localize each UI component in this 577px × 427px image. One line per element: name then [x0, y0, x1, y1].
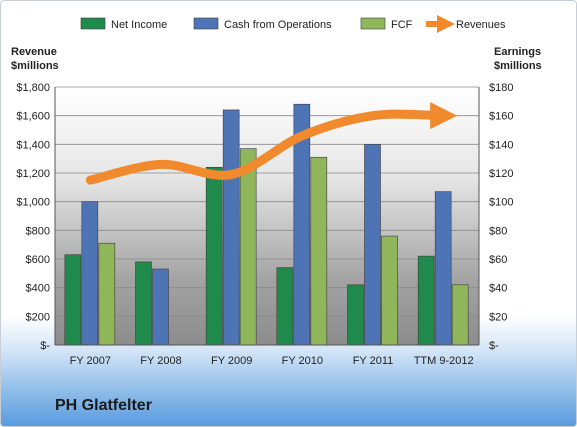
- y-right-tick-label: $20: [489, 311, 507, 323]
- y-left-tick-label: $1,800: [16, 82, 50, 94]
- y-left-tick-label: $200: [26, 311, 50, 323]
- bar-marks: [64, 103, 469, 346]
- bar-net-income-5: [417, 255, 435, 346]
- y-right-tick-label: $180: [489, 82, 513, 94]
- bar-cash-from-operations-2: [222, 109, 240, 346]
- y-left-tick-label: $1,200: [16, 168, 50, 180]
- bar-fcf-4: [381, 235, 398, 346]
- legend-revenues-label: Revenues: [456, 19, 506, 31]
- legend-cash-from-operations-label: Cash from Operations: [224, 19, 332, 31]
- y-left-tick-label: $1,600: [16, 111, 50, 123]
- y-right-tick-label: $-: [489, 340, 499, 352]
- y-right-axis-label: Earnings: [494, 46, 541, 58]
- revenue-line-path: [85, 102, 458, 185]
- bar-fcf-0: [98, 242, 116, 346]
- y-right-tick-label: $100: [489, 197, 513, 209]
- bar-net-income-1: [135, 261, 152, 346]
- bar-net-income-0: [64, 254, 82, 346]
- x-tick-label: TTM 9-2012: [414, 355, 474, 367]
- bar-net-income-4: [347, 284, 364, 346]
- axes: $- $200 $400 $600 $800 $1,000 $1,200 $1,400 $1,6…: [11, 46, 542, 367]
- y-right-tick-label: $40: [489, 283, 507, 295]
- bar-cash-from-operations-5: [434, 191, 452, 346]
- legend-fcf-label: FCF: [391, 19, 413, 31]
- y-left-axis-label: Revenue: [11, 46, 57, 58]
- bar-fcf-2: [239, 148, 257, 346]
- legend: Net Income Cash from Operations FCF Revenue…: [80, 15, 506, 33]
- legend-net-income-swatch: [80, 17, 106, 30]
- bar-cash-from-operations-4: [364, 144, 381, 346]
- x-tick-label: FY 2008: [140, 355, 181, 367]
- bar-net-income-3: [276, 267, 294, 346]
- y-left-tick-label: $-: [40, 340, 50, 352]
- y-left-tick-label: $600: [26, 254, 50, 266]
- y-right-tick-label: $60: [489, 254, 507, 266]
- bar-fcf-3: [310, 156, 328, 346]
- y-right-axis-label: $millions: [494, 60, 542, 72]
- y-left-tick-label: $800: [26, 225, 50, 237]
- revenue-line: [85, 102, 458, 185]
- x-tick-label: FY 2010: [282, 355, 323, 367]
- y-left-tick-label: $1,400: [16, 139, 50, 151]
- plot-area: [55, 87, 479, 345]
- legend-cash-from-operations-swatch: [193, 17, 219, 30]
- y-left-axis-label: $millions: [11, 60, 59, 72]
- y-right-tick-label: $140: [489, 139, 513, 151]
- y-left-tick-label: $1,000: [16, 197, 50, 209]
- y-right-tick-label: $160: [489, 111, 513, 123]
- bar-fcf-5: [451, 284, 469, 346]
- y-left-tick-label: $400: [26, 283, 50, 295]
- bar-cash-from-operations-1: [152, 268, 169, 346]
- y-right-tick-label: $120: [489, 168, 513, 180]
- x-tick-label: FY 2009: [211, 355, 252, 367]
- chart-title: PH Glatfelter: [55, 397, 152, 414]
- y-right-tick-label: $80: [489, 225, 507, 237]
- legend-net-income-label: Net Income: [111, 19, 167, 31]
- x-tick-label: FY 2011: [353, 355, 394, 367]
- legend-fcf-swatch: [360, 17, 386, 30]
- x-tick-label: FY 2007: [70, 355, 111, 367]
- bar-cash-from-operations-0: [81, 201, 99, 346]
- bar-net-income-2: [205, 166, 223, 346]
